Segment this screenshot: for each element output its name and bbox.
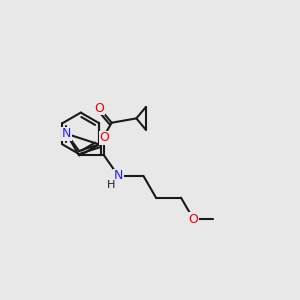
Text: N: N [62, 127, 71, 140]
Text: O: O [94, 102, 104, 115]
Text: H: H [107, 180, 115, 190]
Text: O: O [189, 213, 199, 226]
Text: N: N [114, 169, 123, 182]
Text: O: O [99, 131, 109, 144]
